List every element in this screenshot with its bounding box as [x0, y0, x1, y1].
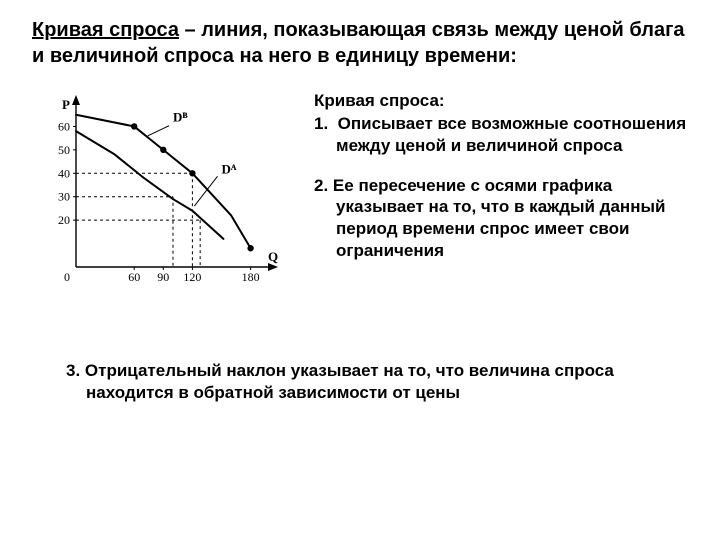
list-item-2-body: Ее пересечение с осями графика указывает… — [333, 176, 666, 260]
svg-text:Dᴬ: Dᴬ — [222, 161, 237, 176]
svg-text:Q: Q — [268, 249, 278, 264]
list-item-3-body: Отрицательный наклон указывает на то, чт… — [85, 361, 614, 402]
title-underlined: Кривая спроса — [32, 19, 179, 41]
list-item-3: 3. Отрицательный наклон указывает на то,… — [32, 360, 688, 404]
list-item-3-num: 3. — [66, 361, 80, 380]
svg-text:0: 0 — [64, 270, 70, 284]
svg-text:180: 180 — [242, 270, 260, 284]
demand-chart: 20 30 40 50 60 60 90 120 180 0 P Q Dᴮ Dᴬ — [32, 91, 282, 296]
svg-text:120: 120 — [183, 270, 201, 284]
svg-text:60: 60 — [128, 270, 140, 284]
svg-text:P: P — [62, 97, 70, 112]
svg-text:30: 30 — [58, 190, 70, 204]
svg-text:20: 20 — [58, 213, 70, 227]
svg-text:40: 40 — [58, 166, 70, 180]
svg-text:Dᴮ: Dᴮ — [173, 110, 188, 125]
list-item-1: 1. Описывает все возможные соотношения м… — [314, 113, 688, 157]
svg-text:90: 90 — [157, 270, 169, 284]
list-item-1-body: Описывает все возможные соотношения межд… — [336, 114, 686, 155]
list-item-1-num: 1. — [314, 114, 328, 133]
page-title: Кривая спроса – линия, показывающая связ… — [32, 18, 688, 69]
svg-text:50: 50 — [58, 143, 70, 157]
svg-text:60: 60 — [58, 120, 70, 134]
list-subtitle: Кривая спроса: — [314, 91, 688, 111]
list-item-2: 2. Ее пересечение с осями графика указыв… — [314, 175, 688, 262]
list-item-2-num: 2. — [314, 176, 328, 195]
